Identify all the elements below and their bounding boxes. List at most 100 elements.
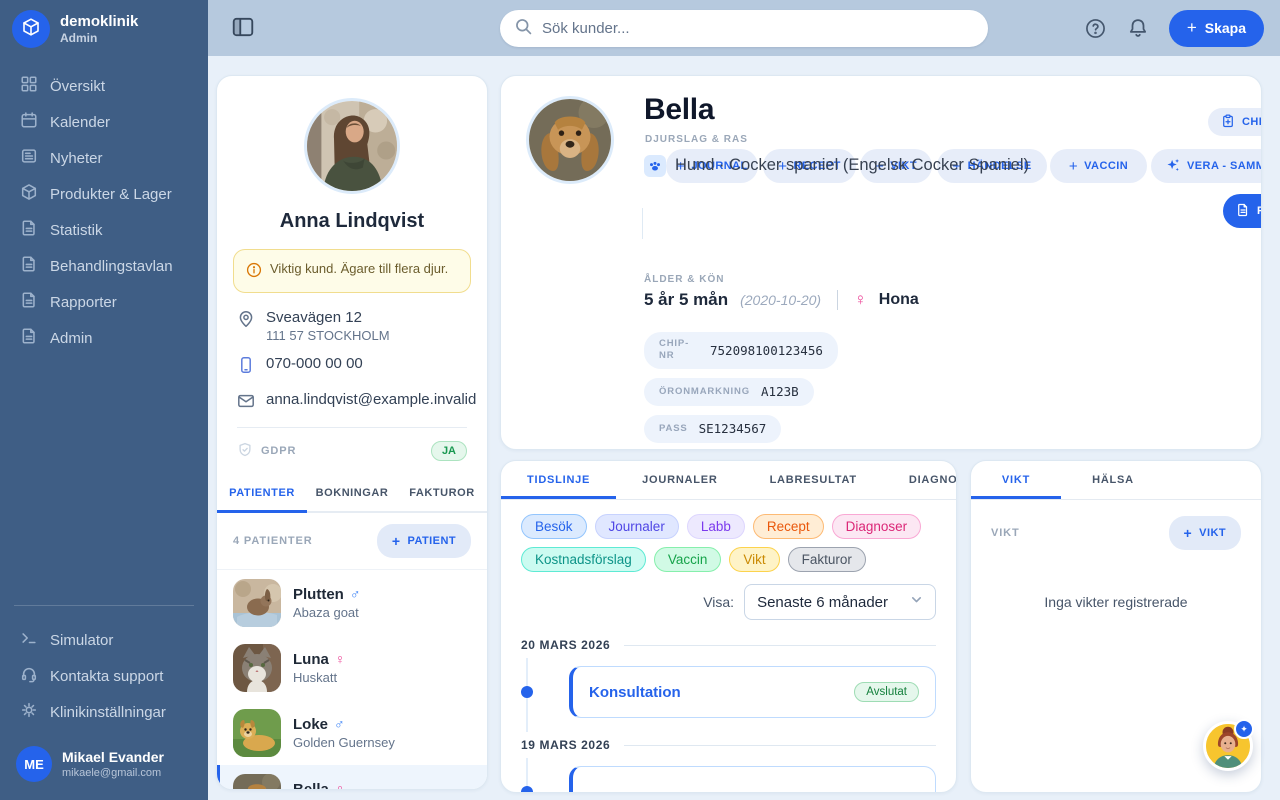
male-icon: ♂ [334, 716, 345, 732]
filter-fakturor[interactable]: Fakturor [787, 547, 866, 572]
filter-recept[interactable]: Recept [752, 514, 824, 539]
create-label: Skapa [1204, 20, 1246, 36]
vera-label: VERA - SAMMANFATTNING [1187, 160, 1261, 172]
check-in-button[interactable]: CHECKA IN [1208, 108, 1261, 136]
main-content: Anna Lindqvist Viktig kund. Ägare till f… [208, 56, 1280, 800]
sidebar-nav: Översikt Kalender Nyheter Produkter & La… [0, 62, 208, 362]
customer-alert: Viktig kund. Ägare till flera djur. [233, 249, 471, 293]
event-card-partial[interactable] [569, 766, 936, 792]
user-menu[interactable]: ME Mikael Evander mikaele@gmail.com [0, 736, 208, 800]
sidebar-item-simulator[interactable]: Simulator [0, 622, 208, 658]
plus-icon: + [391, 533, 401, 549]
sidebar-toggle-icon[interactable] [230, 15, 256, 41]
clinic-role: Admin [60, 31, 98, 45]
passport: PASS SE1234567 [644, 414, 782, 443]
patient-row-bella[interactable]: Bella♀ Cocker spaniel (Engelsk Cocker Sp… [217, 765, 487, 789]
action-label: RECEPT [793, 160, 841, 172]
vera-assistant-button[interactable]: ✦ [1203, 719, 1254, 771]
news-icon [20, 147, 38, 169]
chip-label: ÖRONMARKNING [659, 385, 751, 397]
sidebar-item-klinikinstallningar[interactable]: Klinikinställningar [0, 694, 208, 730]
patient-name: Plutten [293, 585, 344, 603]
chip-number: CHIP-NR 752098100123456 [644, 332, 838, 369]
sidebar-item-oversikt[interactable]: Översikt [0, 68, 208, 104]
sidebar-item-admin[interactable]: Admin [0, 320, 208, 356]
event-card-konsultation[interactable]: Konsultation Avslutat [569, 666, 936, 718]
customer-photo [304, 98, 400, 194]
sidebar-item-nyheter[interactable]: Nyheter [0, 140, 208, 176]
add-vaccin-button[interactable]: + VACCIN [1050, 149, 1147, 183]
phone-icon [237, 355, 255, 379]
add-weight-button[interactable]: + VIKT [1168, 516, 1241, 550]
add-patient-label: PATIENT [407, 535, 456, 547]
filter-vaccin[interactable]: Vaccin [653, 547, 722, 572]
tab-halsa[interactable]: HÄLSA [1092, 474, 1134, 486]
event-title: Konsultation [589, 683, 681, 701]
invoice-button[interactable]: FAKTURA [1223, 194, 1261, 228]
sidebar-item-produkter[interactable]: Produkter & Lager [0, 176, 208, 212]
timeline-filters: Besök Journaler Labb Recept Diagnoser Ko… [501, 500, 956, 572]
show-label: Visa: [703, 594, 735, 610]
sidebar-bottom-nav: Simulator Kontakta support Klinikinställ… [0, 616, 208, 736]
patient-row-plutten[interactable]: Plutten ♂ Abaza goat [217, 570, 487, 635]
patient-breed: Golden Guernsey [293, 734, 395, 750]
period-select[interactable]: Senaste 6 månader [744, 584, 936, 620]
tab-fakturor[interactable]: FAKTUROR [409, 487, 475, 499]
filter-diagnoser[interactable]: Diagnoser [831, 514, 922, 539]
clinic-logo-row[interactable]: demoklinik Admin [0, 0, 208, 62]
filter-labb[interactable]: Labb [686, 514, 745, 539]
filter-kostnadsforslag[interactable]: Kostnadsförslag [521, 547, 646, 572]
sidebar-item-support[interactable]: Kontakta support [0, 658, 208, 694]
sidebar-item-behandlingstavlan[interactable]: Behandlingstavlan [0, 248, 208, 284]
notifications-icon[interactable] [1127, 17, 1149, 39]
nav-label: Simulator [50, 631, 114, 649]
sidebar-item-rapporter[interactable]: Rapporter [0, 284, 208, 320]
tab-labresultat[interactable]: LABRESULTAT [769, 474, 857, 486]
tab-diagnoser[interactable]: DIAGNOSER [908, 474, 956, 486]
customer-alert-text: Viktig kund. Ägare till flera djur. [270, 261, 449, 276]
plus-icon: + [676, 157, 686, 175]
id-chips: CHIP-NR 752098100123456 ÖRONMARKNING A12… [644, 332, 838, 443]
timeline-date-group: 20 MARS 2026 [521, 638, 936, 652]
divider [237, 427, 467, 428]
ear-marking: ÖRONMARKNING A123B [644, 377, 814, 406]
add-recept-button[interactable]: + RECEPT [763, 149, 856, 183]
nav-label: Admin [50, 329, 93, 347]
plus-icon: + [874, 157, 885, 175]
male-icon: ♂ [349, 586, 361, 602]
sidebar-item-statistik[interactable]: Statistik [0, 212, 208, 248]
customer-tabs: PATIENTER BOKNINGAR FAKTUROR [217, 476, 487, 513]
help-icon[interactable] [1084, 17, 1107, 40]
patient-row-luna[interactable]: Luna ♀ Huskatt [217, 635, 487, 700]
tab-bokningar[interactable]: BOKNINGAR [315, 487, 389, 499]
package-icon [21, 17, 41, 42]
filter-journaler[interactable]: Journaler [594, 514, 679, 539]
add-handelse-button[interactable]: + HÄNDELSE [937, 149, 1047, 183]
timeline-dot [521, 686, 533, 698]
patient-row-loke[interactable]: Loke ♂ Golden Guernsey [217, 700, 487, 765]
vera-summary-button[interactable]: VERA - SAMMANFATTNING [1151, 149, 1261, 183]
topbar: + Skapa [208, 0, 1280, 56]
tab-journaler[interactable]: JOURNALER [642, 474, 718, 486]
birthdate: (2020-10-20) [740, 292, 822, 308]
add-journal-button[interactable]: + JOURNAL [666, 149, 758, 183]
user-email: mikaele@gmail.com [62, 766, 162, 779]
clinic-logo [12, 10, 50, 48]
clinic-name: demoklinik [60, 13, 139, 30]
timeline-event: Konsultation Avslutat [521, 658, 936, 732]
timeline-dot [521, 786, 533, 792]
filter-vikt[interactable]: Vikt [729, 547, 780, 572]
tab-patienter[interactable]: PATIENTER [217, 476, 307, 513]
add-vikt-button[interactable]: + VIKT [860, 149, 932, 183]
tab-tidslinje[interactable]: TIDSLINJE [501, 461, 617, 499]
tab-vikt[interactable]: VIKT [971, 461, 1061, 499]
filter-besok[interactable]: Besök [521, 514, 587, 539]
nav-label: Produkter & Lager [50, 185, 172, 203]
nav-label: Kontakta support [50, 667, 164, 685]
sidebar-item-kalender[interactable]: Kalender [0, 104, 208, 140]
create-button[interactable]: + Skapa [1168, 9, 1264, 47]
chip-value: 752098100123456 [710, 342, 823, 358]
search-input[interactable] [542, 20, 974, 37]
add-patient-button[interactable]: + PATIENT [376, 524, 471, 558]
search-bar [500, 10, 988, 47]
